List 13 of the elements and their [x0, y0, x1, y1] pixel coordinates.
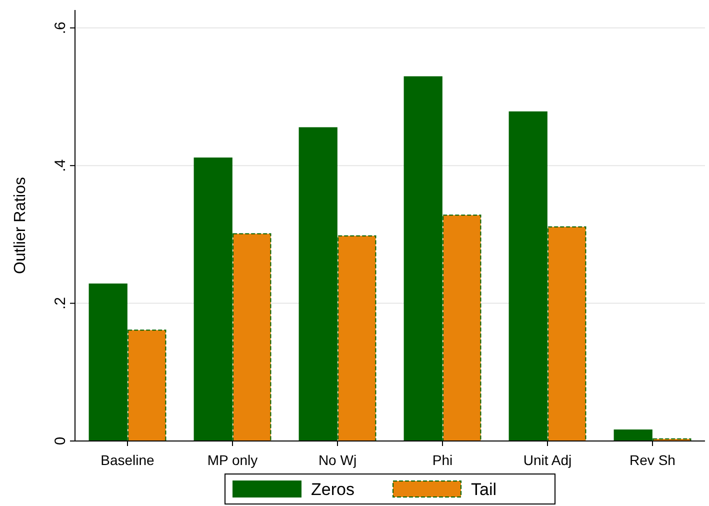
y-tick-label: 0 — [52, 436, 69, 446]
legend-label: Tail — [471, 480, 497, 499]
y-tick-label: .4 — [52, 159, 69, 172]
y-tick-label: .6 — [52, 22, 69, 34]
x-tick-label: No Wj — [318, 452, 357, 468]
x-tick-label: MP only — [207, 452, 258, 468]
y-axis-title: Outlier Ratios — [12, 177, 29, 274]
y-tick-label: .2 — [52, 297, 69, 310]
legend-label: Zeros — [311, 480, 354, 499]
x-tick-label: Phi — [432, 452, 453, 468]
x-tick-label: Rev Sh — [630, 452, 676, 468]
x-tick-label: Unit Adj — [523, 452, 572, 468]
x-tick-label: Baseline — [100, 452, 155, 468]
